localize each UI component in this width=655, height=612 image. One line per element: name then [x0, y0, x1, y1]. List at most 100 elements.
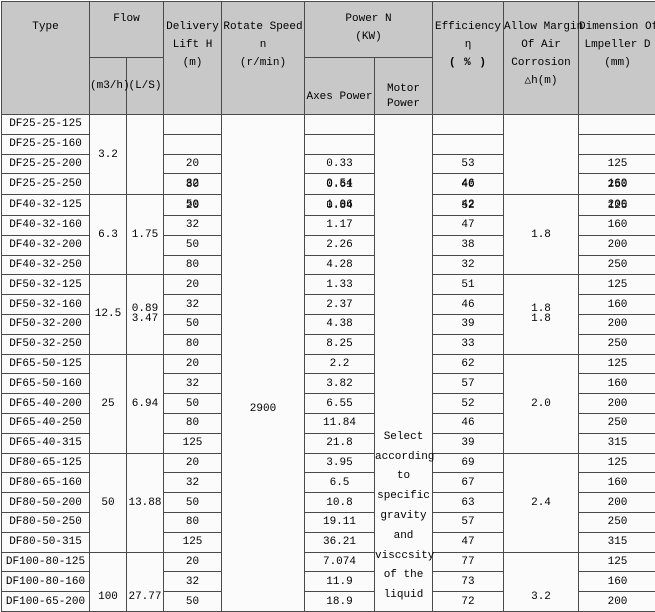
delivery-lift-cell: 80 — [163, 254, 222, 276]
merged-value: 0.89 3.47 — [127, 304, 163, 325]
merged-value: 3.2 — [98, 148, 118, 161]
impeller-dim-cell: 160 — [578, 294, 655, 315]
margin-cell: 2.4 — [503, 452, 579, 553]
axes-power-cell: 6.55 — [304, 393, 375, 414]
impeller-dim-cell: 160 — [578, 373, 655, 395]
impeller-dim-cell: 200 — [578, 492, 655, 513]
rotate-speed-cell: 2900 — [221, 114, 305, 612]
col-header-delivery-lift: Delivery Lift H (m) — [163, 1, 222, 115]
delivery-lift-cell: 50 20 — [163, 194, 222, 216]
delivery-lift-cell — [163, 133, 222, 155]
merged-value: 100 — [98, 590, 118, 603]
merged-value: 2.0 — [531, 397, 551, 410]
overlap-layer: 0.54 — [326, 178, 353, 191]
col-header-flow-ls: (L/S) — [126, 57, 164, 115]
impeller-dim-cell: 250 — [578, 412, 655, 434]
table-row: DF65-50-125 25 6.94 20 2.2 62 2.0 125 — [1, 353, 655, 454]
header-lift-line: (m) — [182, 57, 203, 69]
col-header-flow-m3h: (m3/h) — [89, 57, 130, 115]
type-cell: DF50-32-160 — [1, 294, 90, 315]
merged-value: 3.2 — [531, 590, 551, 603]
header-row-1: Type Flow Delivery Lift H (m) Rotate Spe… — [1, 1, 655, 115]
overlapped-value: 200 125 — [579, 195, 655, 215]
impeller-dim-cell — [578, 114, 655, 135]
delivery-lift-cell: 80 — [163, 333, 222, 355]
col-header-margin: Allow Margin Of Air Corrosion △h(m) — [503, 1, 584, 115]
axes-power-cell: 1.06 0.84 — [304, 194, 375, 216]
overlap-layer: 52 — [461, 200, 475, 213]
type-cell: DF40-32-250 — [1, 254, 90, 276]
motor-note-line: of the — [383, 569, 424, 582]
axes-power-cell: 0.33 — [304, 153, 375, 175]
flow-m3h-cell: 12.5 — [89, 274, 127, 355]
delivery-lift-cell: 125 — [163, 531, 222, 553]
merged-value: 1.8 1.8 — [504, 304, 578, 326]
impeller-dim-cell: 315 — [578, 531, 655, 553]
motor-power-cell: Select according to specific gravity and viscc… — [374, 114, 434, 612]
type-cell: DF25-25-125 — [1, 114, 90, 135]
impeller-dim-cell: 250 — [578, 511, 655, 533]
header-motor-line: Motor — [386, 83, 420, 95]
merged-value: 6.94 — [131, 397, 159, 410]
overlap-layer: 0.84 — [326, 200, 353, 213]
header-margin-line: △h(m) — [524, 75, 558, 87]
table-row: DF80-50-250 80 19.11 57 250 — [1, 511, 655, 533]
type-cell: DF80-50-250 — [1, 511, 90, 533]
delivery-lift-cell: 50 — [163, 393, 222, 414]
delivery-lift-cell: 32 — [163, 373, 222, 395]
header-efficiency-line: ( % ) — [448, 57, 487, 69]
flow-ls-cell: 0.89 3.47 — [126, 274, 164, 355]
overlapped-value: 42 52 — [433, 195, 503, 215]
delivery-lift-cell: 50 — [163, 591, 222, 612]
delivery-lift-cell: 20 — [163, 153, 222, 175]
merged-value: 1.75 — [131, 228, 159, 241]
efficiency-cell: 32 — [432, 254, 504, 276]
axes-power-cell: 1.17 — [304, 214, 375, 236]
type-cell: DF65-40-250 — [1, 412, 90, 434]
efficiency-cell: 72 — [432, 591, 504, 612]
delivery-lift-cell: 50 — [163, 492, 222, 513]
efficiency-cell: 46 — [432, 294, 504, 315]
efficiency-cell: 47 — [432, 214, 504, 236]
axes-power-cell: 8.25 — [304, 333, 375, 355]
overlap-layer: 125 — [607, 200, 628, 213]
table-row: DF80-50-315 125 36.21 47 315 — [1, 531, 655, 553]
col-header-dimension: Dimension Of Lmpeller D (mm) — [578, 1, 655, 115]
efficiency-cell: 67 — [432, 472, 504, 494]
type-cell: DF25-25-160 — [1, 133, 90, 155]
efficiency-cell: 39 — [432, 313, 504, 335]
header-margin-line: Allow Margin — [504, 21, 584, 33]
merged-value: 50 — [101, 496, 115, 509]
overlap-layer: 20 — [185, 200, 200, 213]
efficiency-cell: 47 — [432, 531, 504, 553]
impeller-dim-cell: 315 — [578, 432, 655, 454]
axes-power-cell: 4.28 — [304, 254, 375, 276]
col-header-type: Type — [1, 1, 90, 115]
overlap-layer: 160 — [607, 178, 628, 191]
table-row: DF80-50-200 50 10.8 63 200 — [1, 492, 655, 513]
axes-power-cell: 19.11 — [304, 511, 375, 533]
impeller-dim-cell: 125 — [578, 274, 655, 296]
margin-cell: 1.8 1.8 — [503, 274, 579, 355]
impeller-dim-cell: 160 250 — [578, 173, 655, 196]
table-row: DF65-40-200 50 6.55 52 200 — [1, 393, 655, 414]
merged-value: 6.3 — [98, 228, 118, 241]
type-cell: DF65-50-125 — [1, 353, 90, 375]
table-row: DF65-40-315 125 21.8 39 315 — [1, 432, 655, 454]
overlapped-value: 50 20 — [164, 195, 221, 215]
axes-power-cell: 0.54 0.61 — [304, 173, 375, 196]
overlap-layer: 32 — [185, 178, 200, 191]
efficiency-cell: 57 — [432, 511, 504, 533]
type-cell: DF100-65-200 — [1, 591, 90, 612]
stacked-value-line: 1.8 — [531, 313, 551, 326]
header-margin-line: Of Air — [521, 39, 561, 51]
type-cell: DF50-32-125 — [1, 274, 90, 296]
header-efficiency-line: η — [464, 39, 472, 51]
impeller-dim-cell: 160 — [578, 214, 655, 236]
col-header-power: Power N (KW) — [304, 1, 433, 58]
type-cell: DF25-25-200 — [1, 153, 90, 175]
table-row: DF100-80-125 100 27.77 20 7.074 77 3.2 125 — [1, 551, 655, 612]
motor-note-line: specific — [377, 490, 430, 503]
flow-m3h-cell: 50 — [89, 452, 127, 553]
